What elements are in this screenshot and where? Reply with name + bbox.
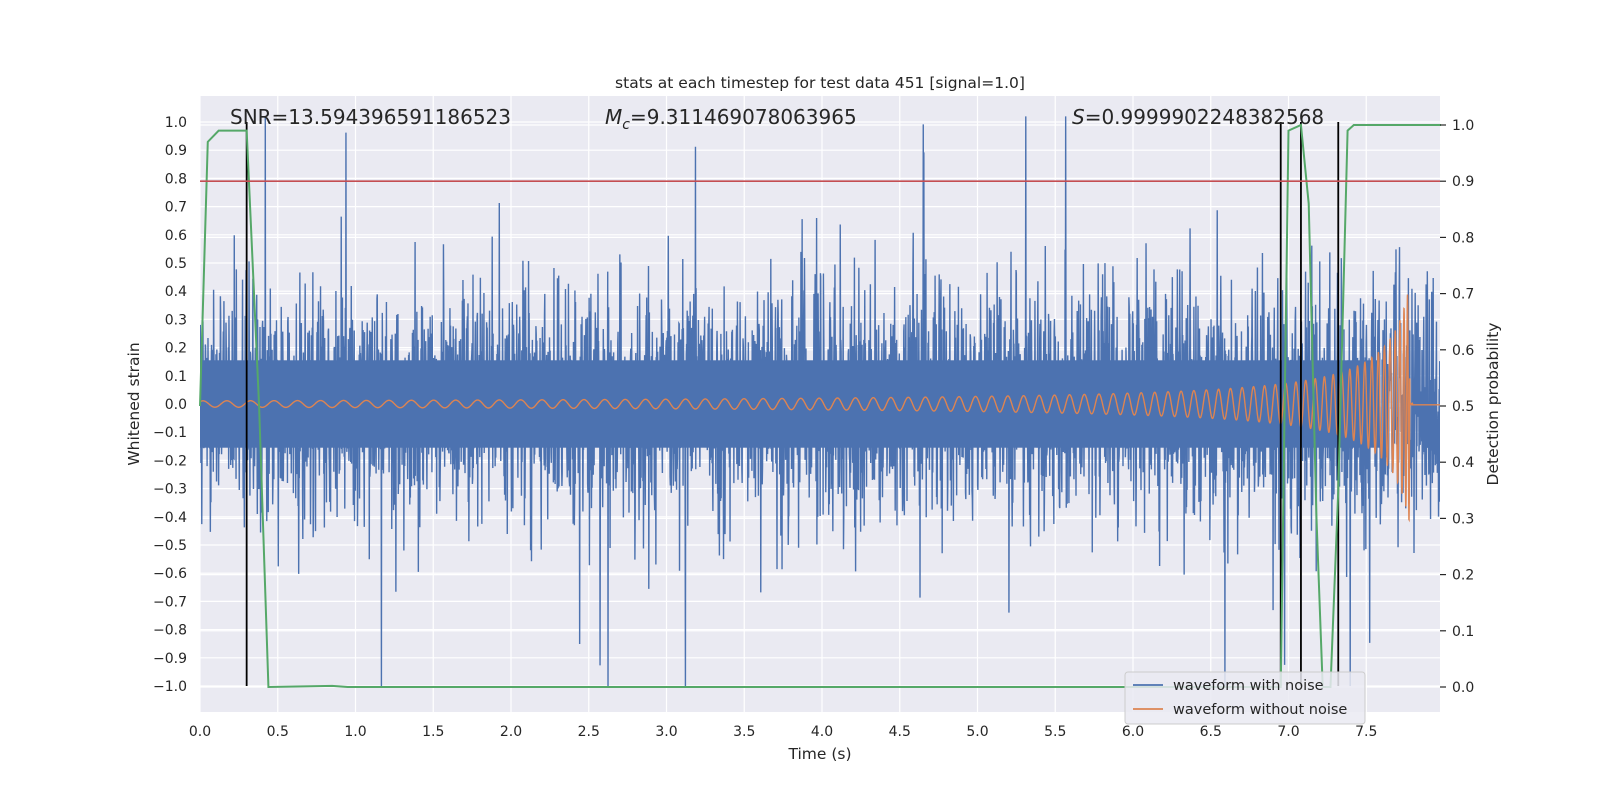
x-tick-label: 5.5 (1044, 724, 1066, 740)
legend: waveform with noise waveform without noi… (1124, 671, 1366, 725)
y-tick-label-right: 1.0 (1452, 118, 1474, 134)
y-tick-label: −1.0 (153, 679, 187, 695)
x-tick-label: 3.0 (655, 724, 677, 740)
y-axis-label-right: Detection probability (1484, 323, 1502, 486)
series-waveform-without-noise (200, 294, 1440, 523)
x-tick-label: 5.0 (966, 724, 988, 740)
y-tick-label-right: 0.7 (1452, 287, 1474, 303)
probability-line (199, 123, 1441, 689)
x-tick-label: 1.5 (422, 724, 444, 740)
y-tick-label: 1.0 (165, 115, 187, 131)
y-tick-label-right: 0.6 (1452, 343, 1474, 359)
series-detection-probability (199, 123, 1441, 689)
y-tick-label: 0.4 (165, 284, 187, 300)
y-tick-label-right: 0.5 (1452, 399, 1474, 415)
y-tick-label-right: 0.0 (1452, 680, 1474, 696)
y-tick-label: 0.2 (165, 341, 187, 357)
chirp-mass-symbol: M (605, 105, 622, 129)
y-tick-label: −0.3 (153, 482, 187, 498)
y-tick-label: −0.9 (153, 651, 187, 667)
snr-annotation: SNR=13.594396591186523 (230, 105, 511, 129)
chirp-mass-annotation: Mc=9.311469078063965 (605, 105, 857, 133)
chart-title: stats at each timestep for test data 451… (615, 74, 1025, 92)
x-axis-label: Time (s) (787, 745, 851, 763)
x-tick-label: 2.5 (578, 724, 600, 740)
y-tick-label-right: 0.9 (1452, 174, 1474, 190)
chirp-mass-value: =9.311469078063965 (630, 105, 857, 129)
y-tick-label-right: 0.4 (1452, 455, 1474, 471)
x-tick-label: 1.0 (344, 724, 366, 740)
y-tick-label: −0.4 (153, 510, 187, 526)
y-tick-label: −0.7 (153, 594, 187, 610)
legend-label-clean: waveform without noise (1173, 702, 1347, 718)
x-tick-label: 0.5 (267, 724, 289, 740)
vertical-markers (245, 122, 1340, 686)
y-axis-label: Whitened strain (125, 342, 143, 465)
y-tick-label: −0.2 (153, 453, 187, 469)
y-tick-label: −0.5 (153, 538, 187, 554)
y-tick-label: 0.0 (165, 397, 187, 413)
x-tick-label: 0.0 (189, 724, 211, 740)
legend-box (1124, 671, 1366, 725)
noisy-waveform-core (200, 360, 1380, 448)
x-tick-label: 2.0 (500, 724, 522, 740)
s-symbol: S (1072, 105, 1085, 129)
s-value: =0.9999902248382568 (1085, 105, 1324, 129)
y-tick-label-right: 0.3 (1452, 511, 1474, 527)
x-tick-label: 3.5 (733, 724, 755, 740)
x-tick-label: 6.5 (1200, 724, 1222, 740)
y-tick-label: 0.5 (165, 256, 187, 272)
y-tick-label: −0.1 (153, 425, 187, 441)
clean-waveform-line (200, 294, 1440, 523)
y-tick-label-right: 0.2 (1452, 568, 1474, 584)
x-tick-label: 7.5 (1355, 724, 1377, 740)
chirp-mass-subscript: c (622, 117, 630, 133)
x-tick-label: 4.5 (889, 724, 911, 740)
x-tick-label: 6.0 (1122, 724, 1144, 740)
y-tick-label: 0.1 (165, 369, 187, 385)
y-tick-label-right: 0.1 (1452, 624, 1474, 640)
x-tick-label: 7.0 (1277, 724, 1299, 740)
y-tick-label: 0.9 (165, 143, 187, 159)
x-tick-label: 4.0 (811, 724, 833, 740)
axis-ticks: 0.0 0.5 1.0 1.5 2.0 2.5 3.0 3.5 4.0 4.5 5.0 5.5 6.0 6… (153, 115, 1474, 740)
s-annotation: S=0.9999902248382568 (1072, 105, 1324, 129)
y-tick-label: 0.7 (165, 200, 187, 216)
y-tick-label: −0.6 (153, 566, 187, 582)
y-tick-label: −0.8 (153, 623, 187, 639)
y-tick-label-right: 0.8 (1452, 230, 1474, 246)
series-waveform-with-noise (200, 116, 1440, 687)
y-tick-label: 0.8 (165, 171, 187, 187)
legend-label-noise: waveform with noise (1173, 678, 1324, 694)
y-tick-label: 0.3 (165, 312, 187, 328)
y-tick-label: 0.6 (165, 228, 187, 244)
